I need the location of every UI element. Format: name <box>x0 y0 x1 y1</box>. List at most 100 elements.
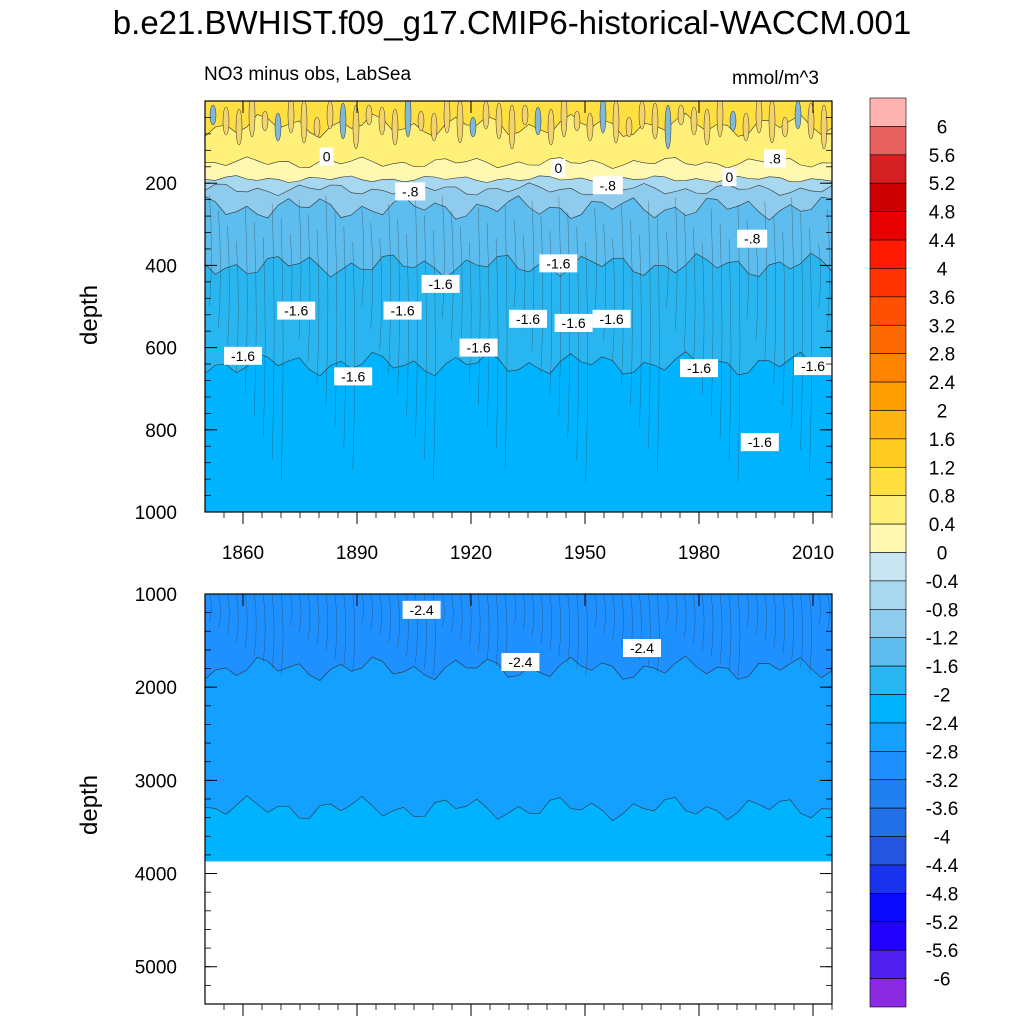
colorbar-swatch <box>869 296 907 326</box>
surface-contour <box>495 102 503 140</box>
contour-line <box>262 594 266 662</box>
contour-label: -2.4 <box>623 639 661 658</box>
upper-panel: 0 .8 0 0 -.8 -.8 -.8 -1.6 -1.6 -1.6 -1.6 -1.6 -1.6 -1… <box>135 100 834 564</box>
surface-contour <box>690 106 698 136</box>
contour-line <box>683 594 687 638</box>
surface-contour <box>274 112 282 142</box>
x-tick-label: 1980 <box>678 543 720 564</box>
colorbar-swatch <box>869 836 907 866</box>
contour-line <box>451 594 454 633</box>
contour-label-text: -1.6 <box>231 348 255 364</box>
contour-line <box>612 238 615 363</box>
surface-contour <box>677 104 685 126</box>
surface-contour <box>456 101 464 144</box>
contour-label-text: -2.4 <box>630 640 654 656</box>
contour-line <box>827 209 830 330</box>
subtitle-left: NO3 minus obs, LabSea <box>204 64 412 85</box>
contour-line <box>271 203 275 459</box>
y-tick-label: 2000 <box>135 678 177 699</box>
contour-fill-group <box>205 594 832 1004</box>
contour-label: -1.6 <box>554 313 593 332</box>
surface-contour <box>352 104 360 150</box>
surface-contour <box>300 101 308 144</box>
contour-line <box>334 594 338 659</box>
surface-contour <box>443 101 451 134</box>
contour-line <box>666 594 669 624</box>
colorbar-swatch <box>869 921 907 951</box>
colorbar-swatch <box>869 182 907 212</box>
contour-label-box <box>224 346 262 365</box>
surface-contour <box>820 104 828 150</box>
colorbar-swatch <box>869 807 907 837</box>
contour-line <box>639 234 642 428</box>
contour-line <box>522 594 526 630</box>
contour-label-box <box>554 313 593 332</box>
colorbar-label: -4.4 <box>926 856 959 877</box>
surface-contour <box>404 101 412 138</box>
contour-line <box>818 243 821 309</box>
units-label: mmol/m^3 <box>731 68 819 89</box>
contour-line <box>567 594 570 663</box>
y-tick-label: 200 <box>145 174 177 195</box>
contour-line <box>594 594 597 627</box>
contour-line <box>585 594 588 677</box>
contour-label-box <box>334 367 373 386</box>
contour-line <box>558 196 562 417</box>
contour-label-box <box>680 359 718 378</box>
contour-line <box>388 594 391 643</box>
colorbar-swatch <box>869 353 907 383</box>
surface-contour <box>365 104 373 126</box>
colorbar-swatch <box>869 893 907 923</box>
colorbar-swatch <box>869 580 907 610</box>
contour-line <box>495 238 499 449</box>
colorbar-label: 3.2 <box>929 316 955 337</box>
contour-line <box>513 594 517 624</box>
contour-label-box <box>421 274 460 293</box>
surface-contour <box>664 104 672 150</box>
colorbar-swatch <box>869 665 907 695</box>
surface-contour <box>547 108 555 146</box>
colorbar-swatch <box>869 864 907 894</box>
colorbar-swatch <box>869 97 907 127</box>
contour-label: -2.4 <box>501 653 540 672</box>
surface-contour <box>755 101 763 134</box>
contour-line <box>531 594 535 637</box>
x-tick-label: 1890 <box>336 543 378 564</box>
surface-contour <box>326 101 334 130</box>
contour-line <box>495 594 499 666</box>
x-tick-label: 2010 <box>792 543 834 564</box>
contour-label-box <box>539 254 578 273</box>
contour-label: 0 <box>722 168 737 187</box>
contour-line <box>621 594 624 647</box>
contour-label-box <box>501 653 540 672</box>
surface-contour <box>534 106 542 136</box>
contour-label-box <box>319 147 334 166</box>
colorbar-label: -2.8 <box>926 742 959 763</box>
contour-line <box>468 241 472 384</box>
contour-line <box>245 207 248 394</box>
contour-label-text: -1.6 <box>341 368 365 384</box>
colorbar-label: 4 <box>937 259 948 280</box>
contour-label-box <box>740 433 779 452</box>
contour-label-box <box>623 639 661 658</box>
contour-line <box>298 199 302 340</box>
colorbar-label: -1.2 <box>926 629 959 650</box>
contour-label-text: -2.4 <box>508 654 532 670</box>
contour-line <box>692 227 696 374</box>
contour-line <box>549 594 553 650</box>
contour-label: -1.6 <box>680 359 718 378</box>
contour-line <box>657 216 660 471</box>
colorbar-label: 2 <box>937 401 948 422</box>
contour-label-text: 0 <box>555 160 563 176</box>
y-tick-label: 4000 <box>135 865 177 886</box>
contour-line <box>621 204 624 384</box>
contour-label-box <box>459 338 498 357</box>
contour-band <box>205 195 832 286</box>
contour-line <box>227 594 230 636</box>
contour-line <box>692 594 696 644</box>
contour-line <box>531 200 535 351</box>
colorbar-swatch <box>869 949 907 979</box>
contour-line <box>728 594 732 671</box>
colorbar-swatch <box>869 637 907 667</box>
